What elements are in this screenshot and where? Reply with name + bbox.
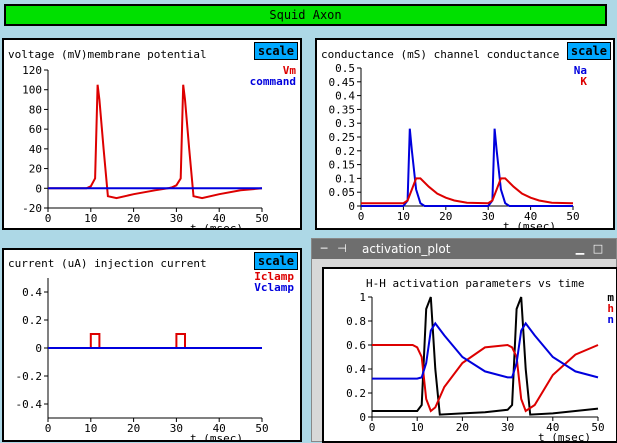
- x-tick-label: 0: [358, 210, 365, 223]
- series-line-m: [372, 296, 599, 416]
- x-tick-label: 0: [45, 422, 52, 435]
- x-tick-label: 20: [456, 421, 469, 434]
- y-tick-label: 0.05: [329, 186, 356, 199]
- x-tick-label: 30: [170, 422, 183, 435]
- y-tick-label: 0.4: [346, 363, 366, 376]
- window-title: activation_plot: [362, 242, 451, 256]
- graph-title: H-H activation parameters vs time: [366, 277, 585, 290]
- y-tick-label: 0.2: [335, 145, 355, 158]
- activation-graph-panel: H-H activation parameters vs time 1 0.8 0.6…: [322, 267, 617, 443]
- x-tick-label: 20: [127, 212, 140, 225]
- x-tick-label: 40: [524, 210, 537, 223]
- scale-button[interactable]: scale: [253, 42, 298, 60]
- y-tick-label: 0.15: [329, 159, 356, 172]
- y-tick-label: 0: [348, 200, 355, 213]
- y-tick-label: 0.4: [22, 286, 42, 299]
- legend-vm: Vm: [283, 64, 297, 77]
- x-tick-label: 20: [127, 422, 140, 435]
- graph-svg: conductance (mS) channel conductance0.50…: [321, 48, 587, 228]
- conductance-graph-panel: conductance (mS) channel conductance 0.5 0…: [315, 38, 615, 230]
- graph-svg: current (uA) injection current0.40.20-0.…: [8, 257, 294, 440]
- minimize-icon[interactable]: ▁: [575, 242, 585, 255]
- legend-m: m: [607, 291, 614, 304]
- scale-button[interactable]: scale: [566, 42, 611, 60]
- y-tick-label: 0.3: [335, 117, 355, 130]
- y-tick-label: 0.25: [329, 131, 356, 144]
- y-tick-label: 80: [29, 103, 42, 116]
- series-line-n: [372, 321, 599, 380]
- window-titlebar[interactable]: ─ ⊣ activation_plot ▁ □: [312, 239, 616, 259]
- graph-title: current (uA) injection current: [8, 257, 207, 270]
- y-tick-label: 1: [359, 291, 366, 304]
- scale-button[interactable]: scale: [253, 252, 298, 270]
- x-tick-label: 50: [255, 212, 268, 225]
- y-tick-label: 0.5: [335, 62, 355, 75]
- app-title-bar[interactable]: Squid Axon: [4, 4, 607, 26]
- maximize-icon[interactable]: □: [592, 242, 604, 255]
- x-axis-label: t (msec): [503, 220, 556, 228]
- x-tick-label: 30: [170, 212, 183, 225]
- y-tick-label: 40: [29, 143, 42, 156]
- legend-h: h: [607, 302, 614, 315]
- y-tick-label: 120: [22, 64, 42, 77]
- x-tick-label: 10: [411, 421, 424, 434]
- y-tick-label: -0.4: [16, 398, 43, 411]
- y-tick-label: 0: [359, 411, 366, 424]
- legend-vclamp: Vclamp: [254, 281, 294, 294]
- app-title: Squid Axon: [269, 8, 342, 22]
- x-axis-label: t (msec): [190, 432, 243, 440]
- x-tick-label: 0: [45, 212, 52, 225]
- y-tick-label: -0.2: [16, 370, 43, 383]
- x-tick-label: 0: [369, 421, 376, 434]
- x-tick-label: 40: [213, 212, 226, 225]
- activation-plot-window: ─ ⊣ activation_plot ▁ □ H-H activation p…: [311, 238, 617, 443]
- series-line-iclamp: [48, 333, 262, 349]
- series-line-vm: [48, 84, 263, 200]
- x-axis-label: t (msec): [190, 222, 243, 228]
- window-pin-icon[interactable]: ⊣: [337, 242, 347, 255]
- y-tick-label: 0.35: [329, 103, 356, 116]
- y-tick-label: 0.6: [346, 339, 366, 352]
- series-line-na: [361, 128, 573, 207]
- series-line-h: [372, 343, 599, 413]
- x-tick-label: 50: [591, 421, 604, 434]
- y-tick-label: 60: [29, 123, 42, 136]
- y-tick-label: 0.2: [346, 387, 366, 400]
- voltage-graph-panel: voltage (mV)membrane potential 120 100 80 60…: [2, 38, 302, 230]
- y-tick-label: 0.45: [329, 76, 356, 89]
- y-tick-label: -20: [22, 202, 42, 215]
- y-tick-label: 0.2: [22, 314, 42, 327]
- x-tick-label: 10: [84, 212, 97, 225]
- legend-k: K: [580, 75, 587, 88]
- y-tick-label: 20: [29, 163, 42, 176]
- window-menu-icon[interactable]: ─: [320, 242, 328, 255]
- legend-iclamp: Iclamp: [254, 270, 294, 283]
- legend-command: command: [250, 75, 296, 88]
- graph-title: voltage (mV)membrane potential: [8, 48, 207, 61]
- x-tick-label: 40: [546, 421, 559, 434]
- x-tick-label: 40: [213, 422, 226, 435]
- y-tick-label: 0.8: [346, 315, 366, 328]
- x-tick-label: 50: [566, 210, 579, 223]
- graph-title: conductance (mS) channel conductance: [321, 48, 559, 61]
- legend-na: Na: [574, 64, 587, 77]
- x-tick-label: 30: [501, 421, 514, 434]
- x-tick-label: 20: [439, 210, 452, 223]
- x-tick-label: 10: [84, 422, 97, 435]
- y-tick-label: 0: [35, 342, 42, 355]
- y-tick-label: 100: [22, 84, 42, 97]
- x-tick-label: 30: [482, 210, 495, 223]
- y-tick-label: 0: [35, 182, 42, 195]
- legend-n: n: [607, 313, 614, 326]
- x-tick-label: 50: [255, 422, 268, 435]
- y-tick-label: 0.1: [335, 172, 355, 185]
- x-tick-label: 10: [397, 210, 410, 223]
- graph-svg: voltage (mV)membrane potential1201008060…: [8, 48, 297, 228]
- y-tick-label: 0.4: [335, 90, 355, 103]
- series-line-k: [361, 177, 574, 205]
- current-graph-panel: current (uA) injection current 0.4 0.2 0 -0.…: [2, 248, 302, 442]
- x-axis-label: t (msec): [538, 431, 591, 441]
